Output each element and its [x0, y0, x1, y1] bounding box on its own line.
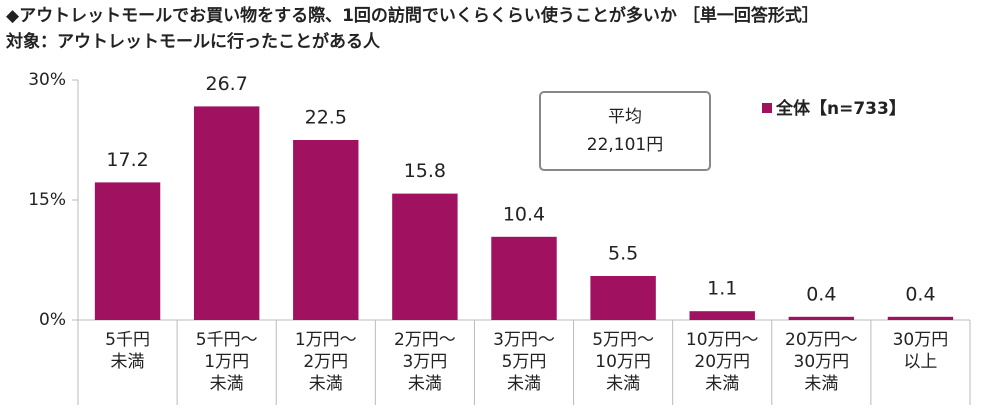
bar [293, 140, 359, 320]
value-label: 10.4 [503, 203, 545, 225]
value-label: 26.7 [206, 73, 248, 95]
x-tick-label: 10万円 [595, 352, 651, 372]
x-tick-label: 未満 [111, 352, 145, 372]
x-tick-label: 1万円～ [295, 330, 357, 350]
value-label: 1.1 [707, 278, 737, 300]
bar [689, 311, 755, 320]
x-tick-label: 2万円～ [394, 330, 456, 350]
chart-title: ◆アウトレットモールでお買い物をする際、1回の訪問でいくらくらい使うことが多いか… [6, 5, 819, 26]
x-tick-label: 1万円 [204, 352, 249, 372]
value-label: 5.5 [608, 243, 638, 265]
bar [788, 316, 855, 320]
legend-label: 全体【n=733】 [775, 98, 906, 119]
value-label: 0.4 [806, 283, 836, 305]
x-tick-label: 以上 [903, 352, 937, 372]
bar [94, 182, 161, 320]
x-tick-label: 5万円～ [592, 330, 654, 350]
annotation-box [539, 91, 711, 171]
y-tick-label: 0% [39, 310, 66, 330]
annotation: 平均 [608, 107, 642, 127]
annotation: 22,101円 [587, 135, 663, 155]
y-tick-label: 15% [28, 190, 66, 210]
chart-subtitle: 対象：アウトレットモールに行ったことがある人 [5, 31, 381, 52]
x-tick-label: 未満 [606, 374, 640, 394]
x-tick-label: 5千円～ [196, 330, 258, 350]
bar [193, 106, 260, 321]
x-tick-label: 5千円 [105, 330, 150, 350]
x-tick-label: 5万円 [502, 352, 547, 372]
value-label: 17.2 [106, 149, 148, 171]
x-tick-label: 3万円～ [493, 330, 555, 350]
bar [590, 276, 656, 320]
x-tick-label: 未満 [309, 374, 343, 394]
x-tick-label: 2万円 [303, 352, 348, 372]
value-label: 0.4 [905, 283, 935, 305]
x-tick-label: 30万円 [794, 352, 850, 372]
x-tick-label: 3万円 [402, 352, 447, 372]
x-tick-label: 30万円 [893, 330, 949, 350]
bar [887, 316, 954, 320]
bar [392, 193, 458, 320]
legend-swatch [762, 103, 772, 113]
value-label: 15.8 [404, 160, 446, 182]
x-tick-label: 10万円～ [686, 330, 759, 350]
x-tick-label: 20万円～ [785, 330, 858, 350]
x-tick-label: 未満 [804, 374, 838, 394]
x-tick-label: 未満 [705, 374, 739, 394]
x-tick-label: 未満 [408, 374, 442, 394]
x-tick-label: 未満 [210, 374, 244, 394]
x-tick-label: 20万円 [694, 352, 750, 372]
value-label: 22.5 [305, 107, 347, 129]
bar [491, 236, 557, 320]
y-tick-label: 30% [28, 70, 66, 90]
x-tick-label: 未満 [507, 374, 541, 394]
